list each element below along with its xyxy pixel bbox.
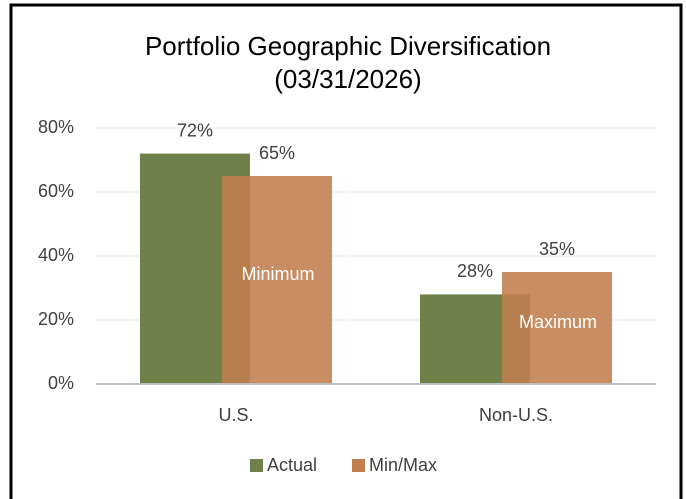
legend-label: Actual: [267, 455, 317, 475]
legend-swatch: [352, 459, 365, 472]
frame: [9, 3, 683, 499]
data-label: 72%: [177, 120, 213, 140]
x-tick-label: U.S.: [218, 405, 253, 425]
y-tick-label: 0%: [48, 373, 74, 393]
legend-label: Min/Max: [369, 455, 437, 475]
y-tick-label: 40%: [38, 245, 74, 265]
y-tick-label: 20%: [38, 309, 74, 329]
bar: [222, 176, 332, 384]
data-label: 35%: [539, 239, 575, 259]
y-tick-label: 80%: [38, 117, 74, 137]
y-tick-label: 60%: [38, 181, 74, 201]
data-label: 28%: [457, 261, 493, 281]
x-tick-label: Non-U.S.: [479, 405, 553, 425]
data-label: 65%: [259, 143, 295, 163]
bar-annotation: Maximum: [519, 312, 597, 332]
chart-title: Portfolio Geographic Diversification (03…: [144, 31, 552, 94]
legend-swatch: [250, 459, 263, 472]
bar: [502, 272, 612, 384]
bar-annotation: Minimum: [241, 264, 314, 284]
